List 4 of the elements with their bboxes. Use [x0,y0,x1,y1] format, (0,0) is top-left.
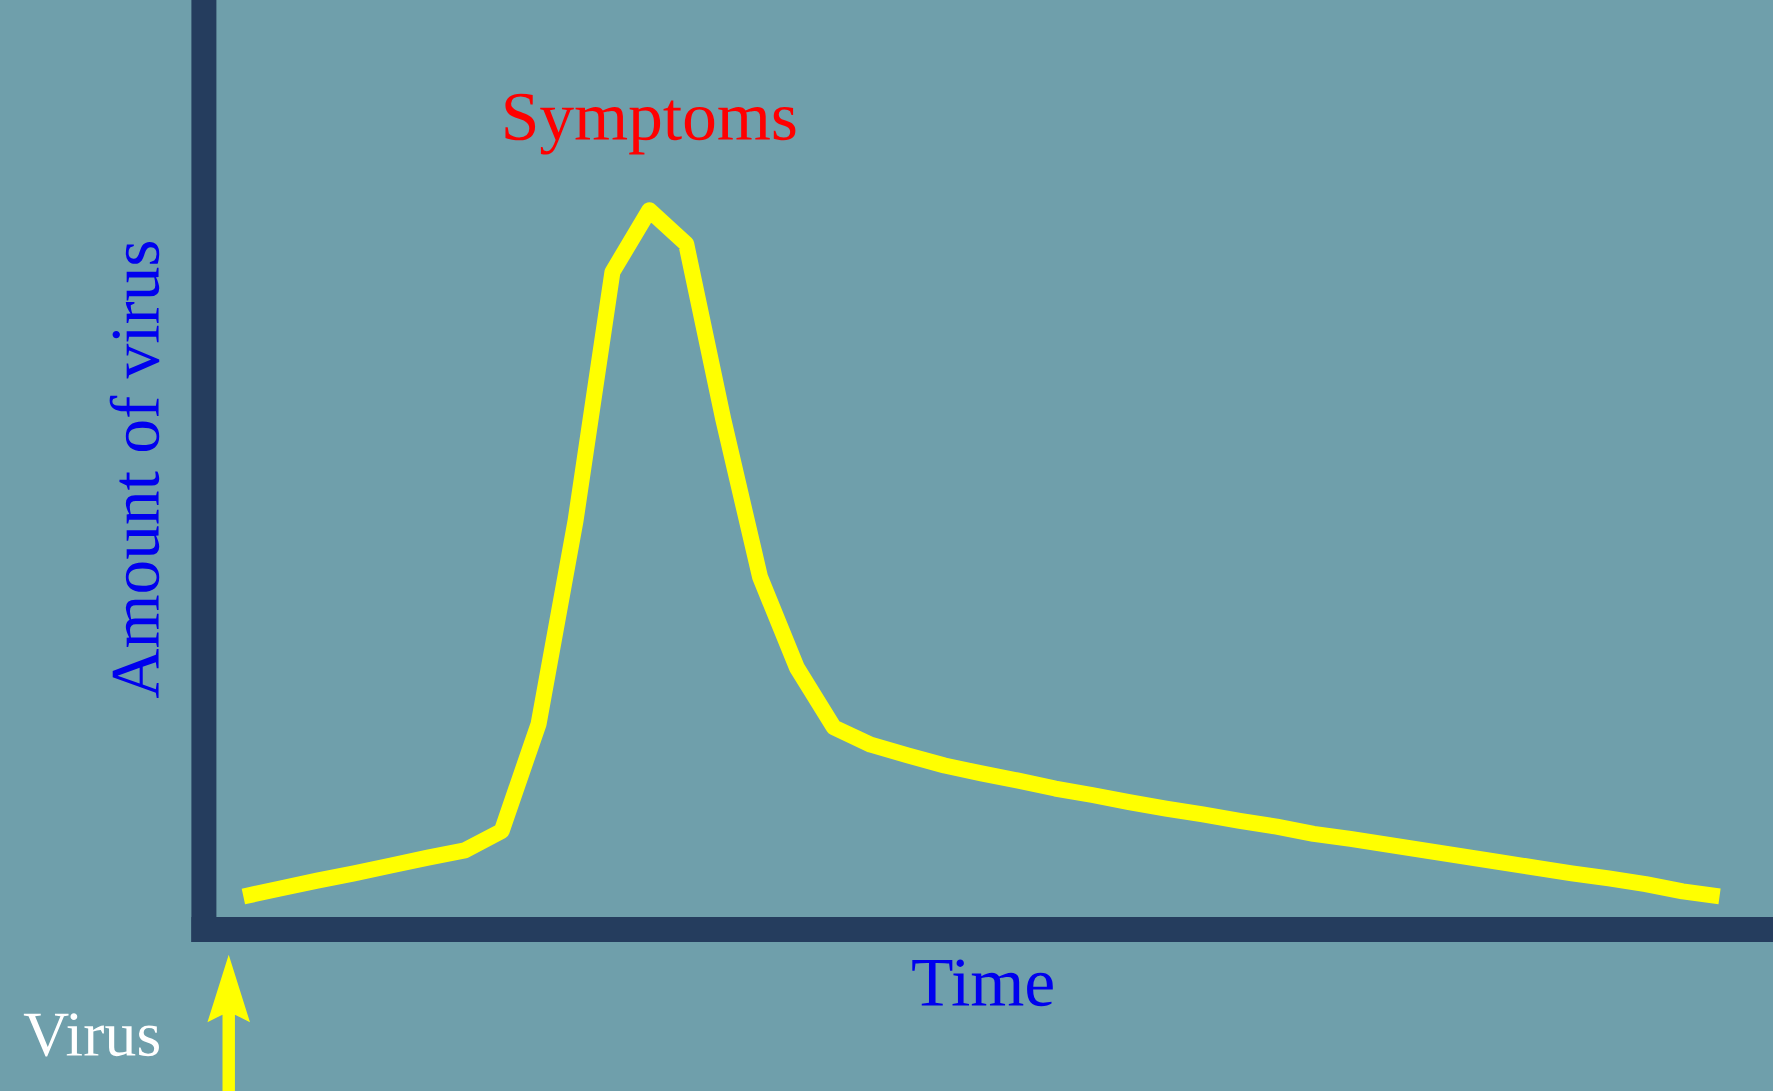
y-axis-title: Amount of virus [109,242,160,698]
text: Symptoms [505,93,796,155]
x-axis-title: Time [912,959,1053,1007]
text: Virus [23,1013,159,1057]
